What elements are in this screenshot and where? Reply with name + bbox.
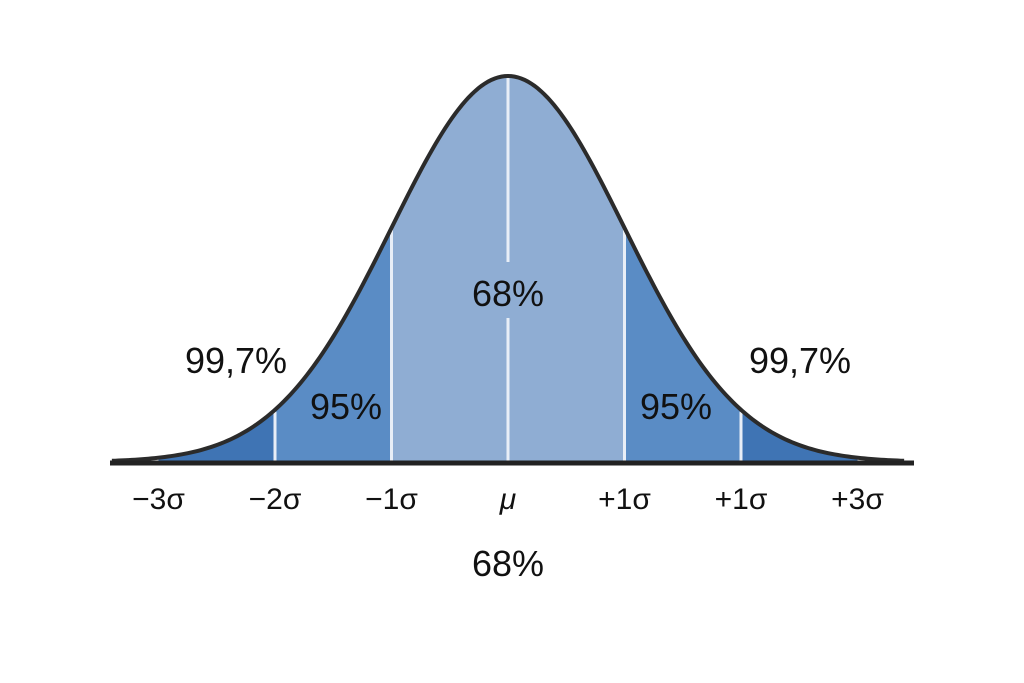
annotation-below-axis-68: 68% — [472, 543, 544, 584]
bell-curve-line — [111, 73, 905, 463]
tick-label: +1σ — [715, 483, 768, 516]
band-3sigma-right — [741, 409, 858, 462]
dividers-layer — [273, 78, 743, 462]
annotation-center-68: 68% — [472, 273, 544, 314]
tick-label: −2σ — [249, 483, 302, 516]
band-3sigma-left — [158, 409, 275, 462]
band-1sigma — [391, 76, 625, 462]
tick-label: −1σ — [365, 483, 418, 516]
tick-label: +1σ — [598, 483, 651, 516]
tick-labels: −3σ −2σ −1σ μ +1σ +1σ +3σ — [132, 483, 884, 516]
tick-label: +3σ — [831, 483, 884, 516]
annotation-left-95: 95% — [310, 386, 382, 427]
annotation-left-99-7: 99,7% — [185, 340, 287, 381]
tick-label: −3σ — [132, 483, 185, 516]
annotation-right-95: 95% — [640, 386, 712, 427]
annotation-right-99-7: 99,7% — [749, 340, 851, 381]
tick-label: μ — [499, 483, 516, 516]
